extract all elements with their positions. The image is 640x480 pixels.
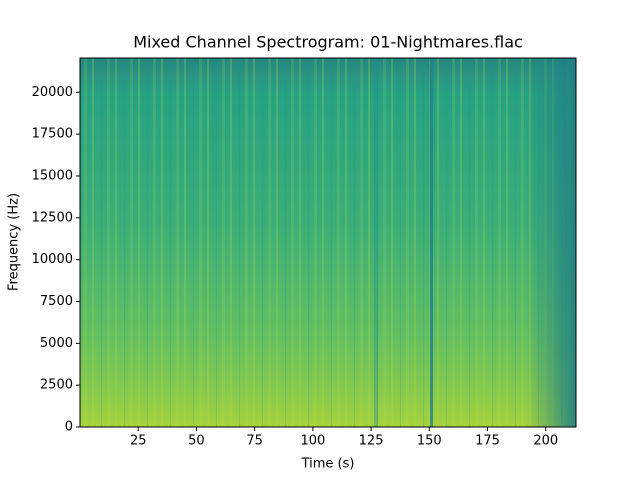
y-tick-label: 10000 (32, 252, 73, 267)
x-axis-label: Time (s) (301, 457, 355, 472)
chart-title: Mixed Channel Spectrogram: 01-Nightmares… (133, 33, 523, 52)
spectrogram-image (80, 58, 576, 427)
y-axis-label: Frequency (Hz) (7, 193, 22, 291)
y-tick-label: 2500 (40, 378, 73, 393)
x-tick-label: 125 (359, 434, 384, 449)
y-tick-label: 7500 (40, 294, 73, 309)
x-tick-label: 75 (246, 434, 263, 449)
x-tick-label: 150 (417, 434, 442, 449)
x-tick-label: 25 (130, 434, 147, 449)
x-tick-label: 50 (188, 434, 205, 449)
plot-frame (79, 57, 577, 428)
x-tick-label: 200 (533, 434, 558, 449)
y-tick-label: 20000 (32, 85, 73, 100)
x-tick-label: 175 (475, 434, 500, 449)
y-tick-label: 17500 (32, 127, 73, 142)
x-tick-label: 100 (300, 434, 325, 449)
y-tick-label: 0 (65, 420, 73, 435)
y-tick-label: 15000 (32, 168, 73, 183)
y-tick-label: 12500 (32, 210, 73, 225)
y-tick-label: 5000 (40, 336, 73, 351)
